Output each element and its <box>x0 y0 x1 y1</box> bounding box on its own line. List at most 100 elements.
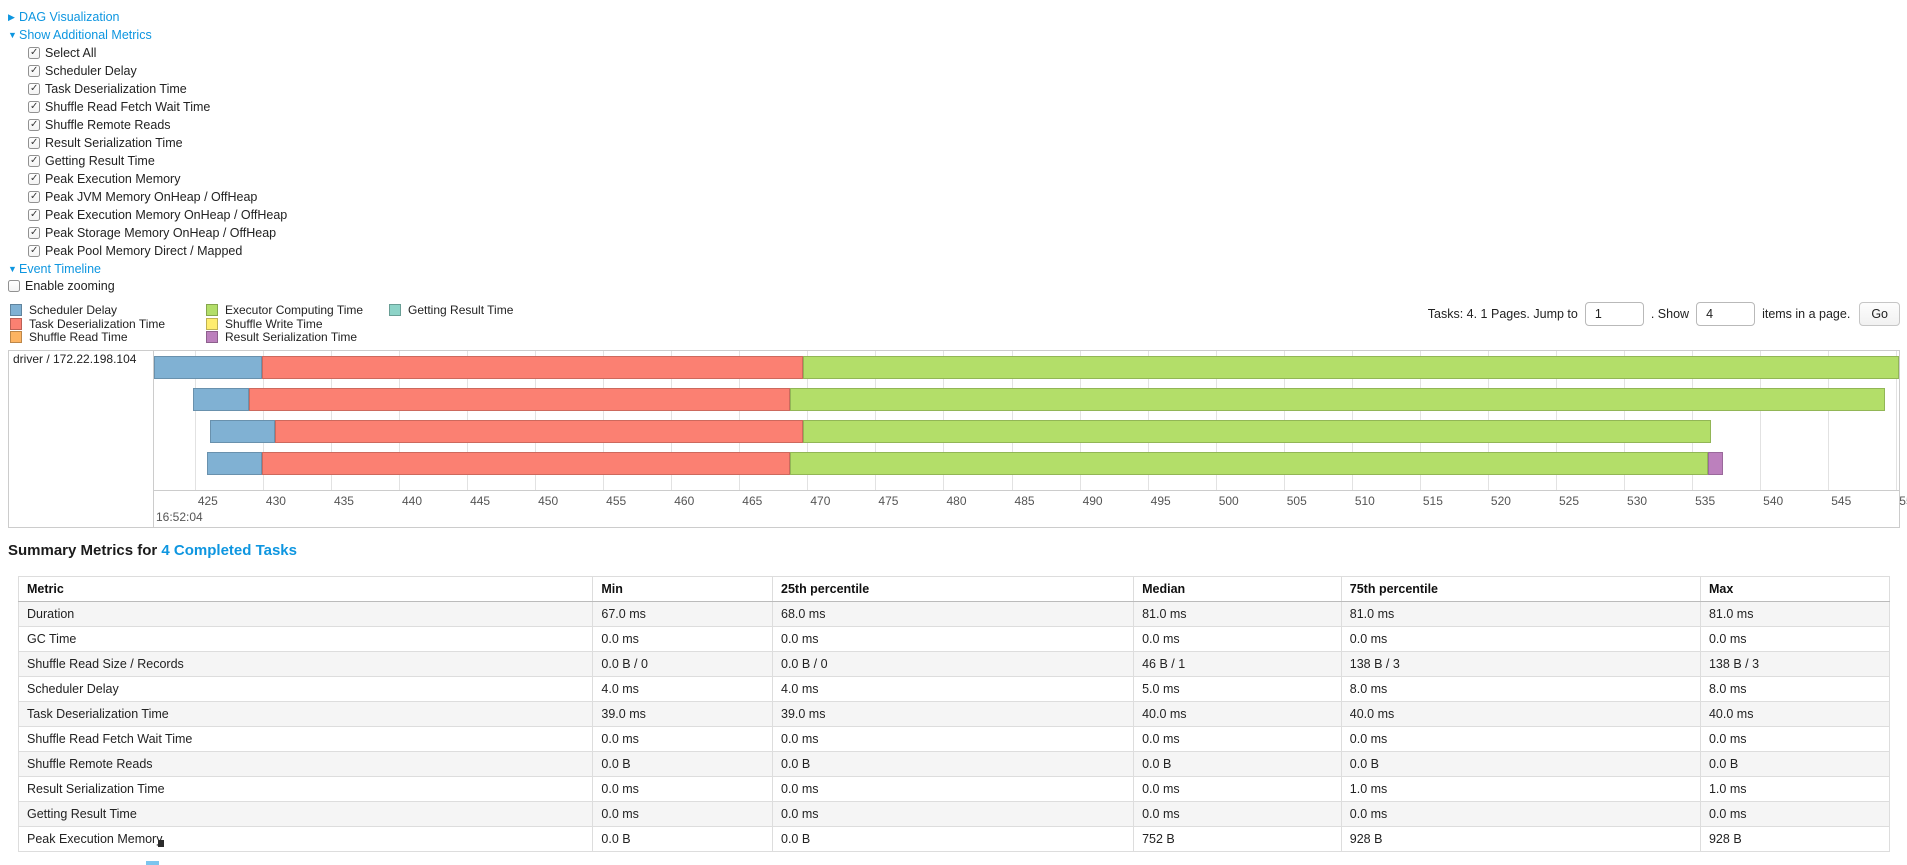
event-timeline-toggle[interactable]: ▼ Event Timeline <box>8 260 1907 278</box>
metric-checkbox[interactable] <box>28 227 40 239</box>
timeline-legend-row: Scheduler Delay Task Deserialization Time… <box>10 302 1907 348</box>
metric-checkbox[interactable] <box>28 155 40 167</box>
dag-visualization-link[interactable]: DAG Visualization <box>19 10 120 24</box>
metric-name-cell: Shuffle Read Fetch Wait Time <box>17 726 594 752</box>
metric-checkbox-item[interactable]: Shuffle Read Fetch Wait Time <box>8 98 1907 116</box>
metric-value-cell: 1.0 ms <box>1340 776 1701 802</box>
metric-checkbox[interactable] <box>28 173 40 185</box>
task-deserialization-time-bar-segment[interactable] <box>275 420 804 443</box>
executor-computing-time-bar-segment[interactable] <box>789 388 1886 411</box>
metric-checkbox[interactable] <box>28 101 40 113</box>
metric-value-cell: 40.0 ms <box>1340 701 1701 727</box>
metric-checkbox[interactable] <box>28 119 40 131</box>
task-deserialization-time-bar-segment[interactable] <box>249 388 790 411</box>
enable-zooming-option[interactable]: Enable zooming <box>8 278 1907 295</box>
axis-tick-label: 435 <box>333 494 354 508</box>
axis-tick-label: 440 <box>402 494 423 508</box>
metric-checkbox[interactable] <box>28 137 40 149</box>
metric-checkbox-item[interactable]: Peak Pool Memory Direct / Mapped <box>8 242 1907 260</box>
task-deserialization-time-bar-segment[interactable] <box>261 356 804 379</box>
metric-value-cell: 68.0 ms <box>771 601 1135 627</box>
legend-entry: Getting Result Time <box>389 303 513 318</box>
axis-tick-label: 470 <box>810 494 831 508</box>
task-pagination: Tasks: 4. 1 Pages. Jump to . Show items … <box>1428 302 1900 326</box>
executor-computing-time-bar-segment[interactable] <box>789 452 1709 475</box>
metric-checkbox-label: Select All <box>45 46 97 60</box>
metric-checkbox-item[interactable]: Peak Execution Memory <box>8 170 1907 188</box>
metric-value-cell: 928 B <box>1699 826 1891 852</box>
axis-gridline <box>1760 351 1762 490</box>
metric-checkbox-item[interactable]: Peak JVM Memory OnHeap / OffHeap <box>8 188 1907 206</box>
executor-computing-time-bar-segment[interactable] <box>803 420 1712 443</box>
table-column-header[interactable]: 75th percentile <box>1340 576 1701 602</box>
metric-value-cell: 81.0 ms <box>1699 601 1891 627</box>
legend-entry: Result Serialization Time <box>206 330 389 345</box>
table-column-header[interactable]: Max <box>1699 576 1891 602</box>
metric-value-cell: 0.0 ms <box>1340 626 1701 652</box>
metric-checkbox[interactable] <box>28 245 40 257</box>
legend-entry-label: Executor Computing Time <box>225 303 364 317</box>
metric-value-cell: 0.0 B <box>771 751 1135 777</box>
collapse-arrow-down-icon: ▼ <box>8 264 17 274</box>
stage-controls: ▶ DAG Visualization ▼ Show Additional Metr… <box>0 0 1907 295</box>
metric-value-cell: 46 B / 1 <box>1133 651 1342 677</box>
table-row: Shuffle Read Size / Records 0.0 B / 0 0.0 … <box>17 651 1891 677</box>
metric-checkbox-item[interactable]: Peak Execution Memory OnHeap / OffHeap <box>8 206 1907 224</box>
metric-checkbox-item[interactable]: Task Deserialization Time <box>8 80 1907 98</box>
scheduler-delay-bar-segment[interactable] <box>193 388 250 411</box>
items-in-page-text: items in a page. <box>1762 307 1851 321</box>
metric-checkbox-item[interactable]: Getting Result Time <box>8 152 1907 170</box>
table-row: Shuffle Read Fetch Wait Time 0.0 ms 0.0 ms… <box>17 726 1891 752</box>
axis-gridline <box>1896 351 1898 490</box>
metric-value-cell: 4.0 ms <box>771 676 1135 702</box>
result-serialization-time-bar-segment[interactable] <box>1708 452 1724 475</box>
metric-name-cell: Peak Execution Memory <box>17 826 594 852</box>
metric-value-cell: 4.0 ms <box>592 676 773 702</box>
task-deserialization-time-bar-segment[interactable] <box>261 452 790 475</box>
scheduler-delay-bar-segment[interactable] <box>154 356 262 379</box>
table-column-header[interactable]: 25th percentile <box>771 576 1135 602</box>
metric-checkbox[interactable] <box>28 65 40 77</box>
metric-checkbox-item[interactable]: Result Serialization Time <box>8 134 1907 152</box>
show-additional-metrics-link[interactable]: Show Additional Metrics <box>19 28 152 42</box>
metric-value-cell: 0.0 ms <box>1699 801 1891 827</box>
metric-checkbox-label: Peak Execution Memory OnHeap / OffHeap <box>45 208 288 222</box>
table-column-header[interactable]: Median <box>1133 576 1342 602</box>
metric-checkbox-label: Shuffle Read Fetch Wait Time <box>45 100 211 114</box>
table-column-header[interactable]: Min <box>592 576 773 602</box>
dag-visualization-toggle[interactable]: ▶ DAG Visualization <box>8 8 1907 26</box>
metric-checkbox-item[interactable]: Scheduler Delay <box>8 62 1907 80</box>
executor-computing-time-swatch <box>206 304 218 316</box>
metric-checkbox-item[interactable]: Peak Storage Memory OnHeap / OffHeap <box>8 224 1907 242</box>
shuffle-read-time-swatch <box>10 331 22 343</box>
table-column-header[interactable]: Metric <box>17 576 594 602</box>
metric-value-cell: 928 B <box>1340 826 1701 852</box>
metric-checkbox[interactable] <box>28 47 40 59</box>
metric-checkbox-item[interactable]: Shuffle Remote Reads <box>8 116 1907 134</box>
metric-checkbox-item[interactable]: Select All <box>8 44 1907 62</box>
metric-value-cell: 0.0 ms <box>1699 626 1891 652</box>
metric-checkbox[interactable] <box>28 191 40 203</box>
completed-tasks-link[interactable]: 4 Completed Tasks <box>161 542 297 559</box>
metric-value-cell: 0.0 ms <box>1133 801 1342 827</box>
task-timeline-row <box>154 351 1899 383</box>
metric-checkbox-label: Peak Pool Memory Direct / Mapped <box>45 244 243 258</box>
executor-computing-time-bar-segment[interactable] <box>803 356 1899 379</box>
show-additional-metrics-toggle[interactable]: ▼ Show Additional Metrics <box>8 26 1907 44</box>
go-button[interactable]: Go <box>1859 302 1900 326</box>
clipped-page-fragment <box>158 840 164 847</box>
axis-tick-label: 525 <box>1558 494 1580 508</box>
event-timeline-link[interactable]: Event Timeline <box>19 262 101 276</box>
timeline-legend: Scheduler Delay Task Deserialization Time… <box>10 303 1907 345</box>
metric-value-cell: 0.0 ms <box>771 776 1135 802</box>
metric-value-cell: 0.0 B / 0 <box>592 651 773 677</box>
enable-zooming-checkbox[interactable] <box>8 280 20 292</box>
metric-checkbox[interactable] <box>28 209 40 221</box>
metric-checkbox[interactable] <box>28 83 40 95</box>
metric-checkbox-label: Peak Execution Memory <box>45 172 181 186</box>
scheduler-delay-bar-segment[interactable] <box>207 452 262 475</box>
scheduler-delay-bar-segment[interactable] <box>209 420 276 443</box>
metric-name-cell: Duration <box>17 601 594 627</box>
jump-to-page-input[interactable] <box>1584 302 1644 326</box>
items-per-page-input[interactable] <box>1696 302 1756 326</box>
